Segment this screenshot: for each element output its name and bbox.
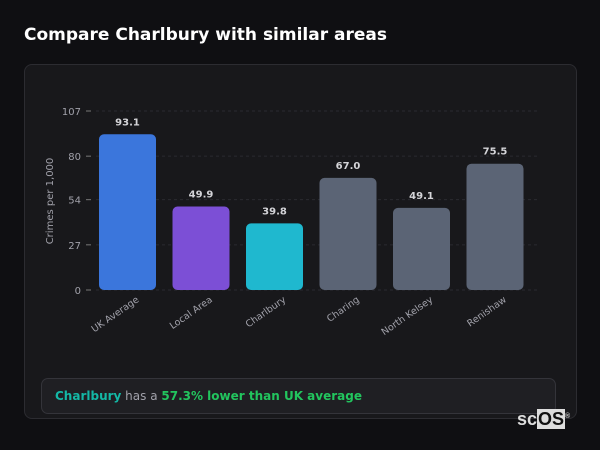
comparison-summary: Charlbury has a 57.3% lower than UK aver…	[41, 378, 556, 414]
y-tick-label: 80	[68, 152, 81, 163]
x-tick-label: Local Area	[168, 294, 215, 331]
summary-text: has a	[121, 389, 162, 403]
bar	[172, 206, 230, 290]
data-label: 75.5	[483, 147, 508, 158]
data-label: 67.0	[336, 161, 361, 172]
y-tick-label: 0	[75, 286, 81, 297]
y-tick-label: 107	[62, 107, 81, 118]
page-title: Compare Charlbury with similar areas	[24, 25, 388, 45]
data-label: 39.8	[262, 206, 287, 217]
summary-place: Charlbury	[55, 389, 122, 403]
x-tick-label: North Kelsey	[380, 294, 436, 338]
x-tick-label: UK Average	[90, 294, 142, 335]
bar	[466, 163, 524, 290]
y-axis-label: Crimes per 1,000	[45, 158, 56, 245]
x-tick-label: Charlbury	[244, 294, 289, 330]
bar	[246, 223, 303, 290]
y-tick-label: 27	[68, 241, 81, 252]
bar	[393, 207, 450, 290]
x-tick-label: Charing	[325, 294, 362, 324]
data-label: 49.1	[409, 191, 434, 202]
data-label: 93.1	[115, 117, 140, 128]
y-tick-label: 54	[68, 196, 81, 207]
scos-logo: scOS®	[517, 409, 571, 429]
summary-comparison: 57.3% lower than UK average	[161, 389, 362, 403]
bar	[319, 177, 377, 290]
bar	[99, 134, 156, 290]
x-tick-label: Renishaw	[465, 294, 509, 329]
data-label: 49.9	[189, 190, 214, 201]
